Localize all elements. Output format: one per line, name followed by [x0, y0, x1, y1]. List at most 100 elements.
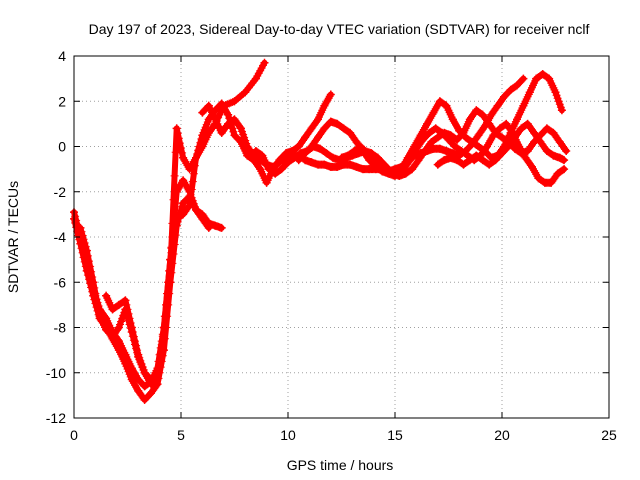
data-point — [114, 323, 123, 332]
data-point — [401, 169, 410, 178]
data-point — [352, 138, 361, 146]
data-point — [538, 70, 547, 79]
data-point — [376, 160, 384, 169]
data-point — [134, 350, 143, 359]
data-point — [185, 201, 194, 210]
data-point — [172, 124, 181, 133]
data-point — [425, 128, 434, 137]
data-point — [314, 133, 322, 142]
x-tick-label: 20 — [494, 427, 510, 443]
x-tick-labels: 0 5 10 15 20 25 — [70, 427, 617, 443]
data-point — [555, 138, 564, 146]
data-point — [192, 205, 200, 214]
data-point — [346, 128, 355, 137]
data-point — [542, 124, 551, 133]
x-tick-label: 25 — [601, 427, 617, 443]
data-point — [472, 151, 481, 160]
data-point — [153, 375, 162, 384]
data-point — [491, 128, 500, 137]
data-point — [114, 346, 123, 355]
data-point — [448, 115, 457, 124]
data-point — [301, 149, 310, 158]
data-point — [562, 147, 571, 155]
data-point — [440, 156, 449, 165]
series-track-9 — [433, 119, 569, 169]
data-point — [198, 108, 207, 117]
data-point — [262, 178, 271, 187]
data-point — [480, 147, 489, 155]
data-point — [472, 106, 481, 115]
data-point — [314, 115, 322, 124]
data-point — [134, 386, 143, 395]
data-point — [504, 142, 513, 151]
data-point — [140, 368, 149, 377]
data-point — [519, 74, 528, 83]
data-point — [395, 171, 404, 180]
data-point — [446, 153, 455, 162]
data-point — [382, 165, 391, 174]
data-point — [95, 312, 104, 321]
data-point — [328, 153, 337, 162]
data-point — [519, 101, 528, 110]
data-point — [510, 144, 519, 153]
data-point — [320, 124, 329, 133]
data-point — [230, 97, 239, 106]
data-point — [251, 74, 260, 83]
data-point — [241, 88, 250, 97]
data-point — [457, 147, 466, 155]
data-point — [523, 119, 532, 128]
data-point — [356, 142, 365, 151]
data-point — [442, 101, 451, 110]
data-point — [433, 133, 442, 142]
data-point — [560, 156, 569, 165]
data-point — [179, 176, 188, 185]
data-point — [307, 142, 316, 151]
data-point — [346, 160, 355, 169]
data-point — [258, 151, 267, 160]
data-point — [435, 144, 444, 153]
data-point — [542, 147, 551, 155]
data-point — [551, 88, 560, 97]
data-point — [256, 165, 265, 174]
data-point — [491, 156, 500, 165]
data-point — [465, 156, 474, 165]
data-point — [474, 142, 483, 151]
data-point — [431, 124, 440, 133]
data-point — [322, 149, 331, 158]
data-point — [495, 124, 504, 133]
data-point — [230, 131, 239, 140]
data-point — [557, 106, 566, 115]
data-point — [517, 124, 526, 133]
x-tick-label: 15 — [387, 427, 403, 443]
data-point — [260, 58, 269, 67]
data-point — [121, 296, 130, 305]
data-point — [337, 153, 346, 162]
data-point — [478, 156, 487, 165]
data-point — [553, 169, 562, 178]
data-point — [172, 214, 181, 223]
data-point — [301, 133, 310, 142]
x-axis-label: GPS time / hours — [287, 457, 394, 473]
data-point — [102, 291, 111, 300]
data-point — [127, 375, 136, 384]
data-point — [465, 115, 474, 124]
x-tick-label: 10 — [280, 427, 296, 443]
data-point — [102, 325, 111, 334]
data-point — [108, 332, 117, 341]
data-point — [498, 149, 506, 158]
series-track-8 — [337, 106, 571, 180]
data-point — [536, 138, 545, 146]
data-point — [487, 110, 496, 119]
data-point — [363, 149, 372, 158]
y-tick-label: 4 — [58, 48, 66, 64]
data-point — [453, 135, 462, 144]
data-point — [493, 101, 502, 110]
data-point — [498, 133, 506, 142]
data-point — [513, 115, 521, 124]
data-point — [307, 158, 316, 167]
data-point — [423, 119, 432, 128]
data-point — [532, 74, 541, 83]
data-point — [127, 323, 136, 332]
data-point — [500, 92, 509, 101]
data-point — [159, 323, 168, 332]
